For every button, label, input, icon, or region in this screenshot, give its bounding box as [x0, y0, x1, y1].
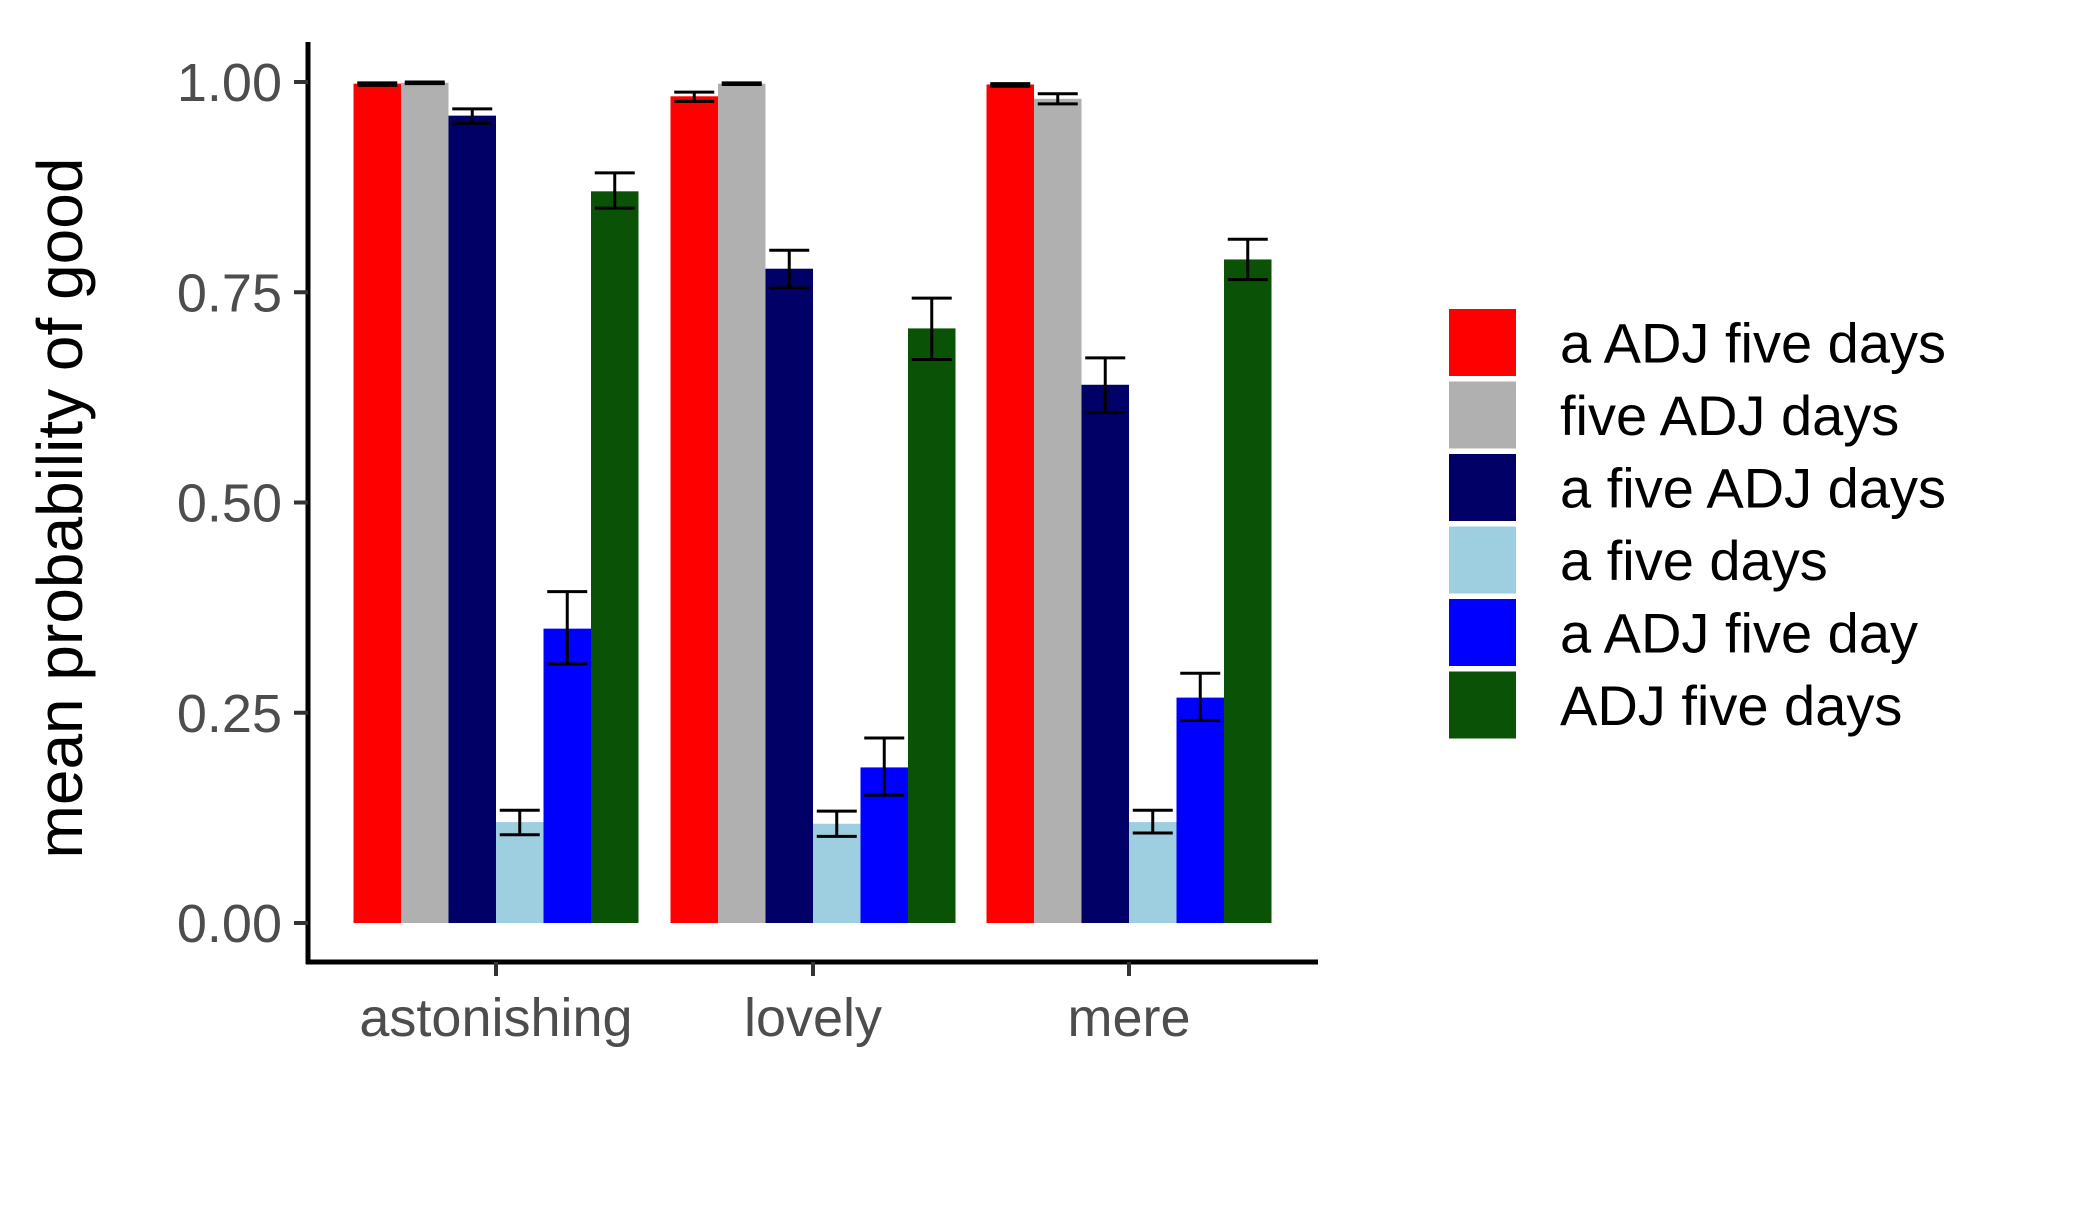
bar: [543, 628, 591, 923]
x-tick-label: lovely: [744, 988, 882, 1048]
legend-key: [1449, 309, 1516, 376]
legend-label: a ADJ five days: [1560, 312, 1946, 375]
bar: [1224, 259, 1272, 923]
bar: [1176, 697, 1224, 923]
legend-item: a five ADJ days: [1449, 454, 1946, 521]
error-bar: [1085, 356, 1126, 415]
legend-label: ADJ five days: [1560, 674, 1902, 737]
legend-key: [1449, 526, 1516, 594]
error-bar: [911, 296, 952, 362]
legend-item: ADJ five days: [1449, 671, 1902, 739]
y-axis-title: mean probability of good: [24, 158, 96, 859]
error-bar: [357, 81, 398, 87]
legend-label: a ADJ five day: [1560, 602, 1918, 665]
error-bar: [1037, 92, 1078, 106]
error-bar: [864, 736, 905, 797]
x-axis-ticks: astonishing lovely mere: [359, 962, 1191, 1048]
legend: a ADJ five days five ADJ days a five ADJ d…: [1449, 309, 1946, 739]
bar: [908, 328, 956, 924]
legend-label: a five ADJ days: [1560, 457, 1946, 520]
legend-item: five ADJ days: [1449, 381, 1899, 449]
legend-key: [1449, 671, 1516, 739]
legend-key: [1449, 454, 1516, 521]
x-tick-label: astonishing: [359, 988, 632, 1048]
bar: [1081, 384, 1129, 923]
legend-key: [1449, 381, 1516, 449]
error-bar: [721, 81, 762, 87]
bar: [591, 191, 639, 923]
error-bars-layer: [357, 80, 1268, 838]
legend-item: a five days: [1449, 526, 1828, 594]
bars-layer: [353, 82, 1272, 924]
error-bar: [452, 107, 493, 125]
legend-key: [1449, 599, 1516, 666]
error-bar: [594, 171, 635, 210]
y-tick-label: 0.00: [177, 894, 282, 954]
bar: [401, 82, 449, 923]
y-tick-label: 0.25: [177, 684, 282, 744]
error-bar: [990, 82, 1031, 88]
bar: [1129, 822, 1177, 923]
error-bar: [1132, 808, 1173, 835]
bar: [670, 96, 718, 923]
error-bar: [769, 248, 810, 290]
error-bar: [499, 808, 540, 837]
bar: [448, 115, 496, 923]
bar: [1034, 98, 1082, 923]
error-bar: [816, 809, 857, 838]
error-bar: [674, 90, 715, 103]
bar: [496, 822, 544, 923]
bar: [353, 83, 401, 923]
bar: [718, 83, 766, 923]
bar: [765, 268, 813, 923]
y-tick-label: 1.00: [177, 53, 282, 113]
bar: [986, 84, 1034, 923]
error-bar: [1180, 671, 1221, 722]
bar: [813, 823, 861, 923]
error-bar: [1227, 237, 1268, 282]
y-tick-label: 0.75: [177, 263, 282, 323]
error-bar: [404, 80, 445, 86]
x-tick-label: mere: [1067, 988, 1190, 1048]
legend-label: five ADJ days: [1560, 384, 1899, 447]
legend-item: a ADJ five day: [1449, 599, 1918, 666]
legend-label: a five days: [1560, 529, 1828, 592]
y-axis-ticks: 0.00 0.25 0.50 0.75 1.00: [177, 53, 308, 954]
legend-item: a ADJ five days: [1449, 309, 1946, 376]
error-bar: [547, 590, 588, 666]
y-tick-label: 0.50: [177, 474, 282, 534]
